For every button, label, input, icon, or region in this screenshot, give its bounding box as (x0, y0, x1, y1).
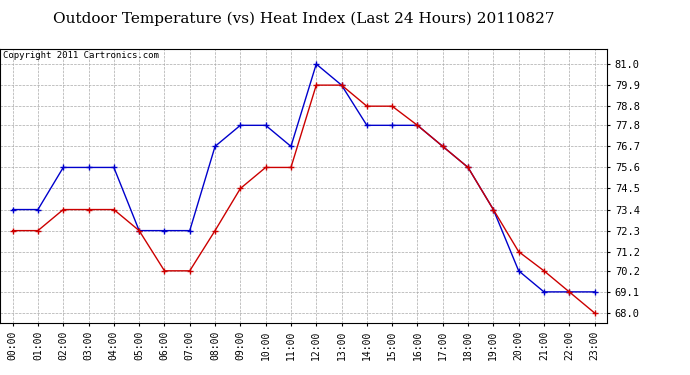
Text: Copyright 2011 Cartronics.com: Copyright 2011 Cartronics.com (3, 51, 159, 60)
Text: Outdoor Temperature (vs) Heat Index (Last 24 Hours) 20110827: Outdoor Temperature (vs) Heat Index (Las… (53, 11, 554, 26)
